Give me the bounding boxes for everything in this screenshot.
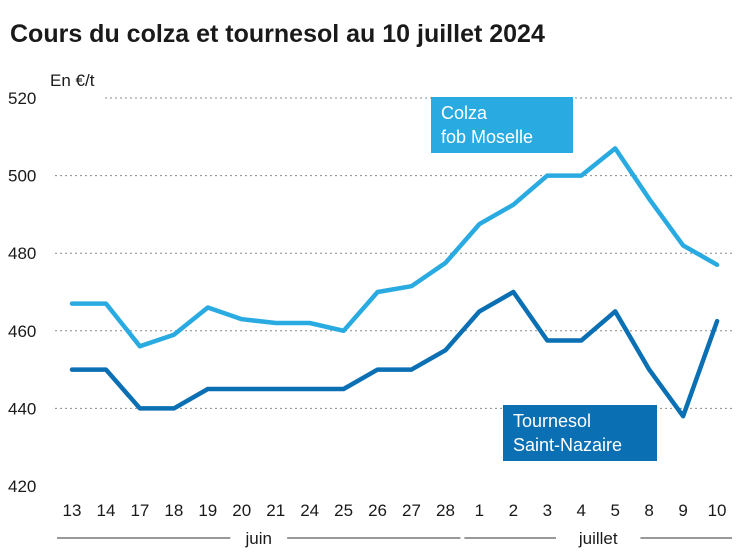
x-axis-ticks: 13 14 17 18 19 20 21 24 25 26 27 28 1 2 3 4 5 8 9 10: [63, 501, 727, 520]
x-tick-label: 1: [475, 501, 484, 520]
series-line-0: [69, 146, 720, 349]
series-label-background: [431, 97, 573, 153]
chart-title: Cours du colza et tournesol au 10 juille…: [10, 20, 545, 48]
series-labels: Colza fob Moselle Tournesol Saint-Nazaire: [431, 97, 657, 461]
series-label-box: Colza fob Moselle: [431, 97, 573, 153]
x-tick-label: 25: [334, 501, 353, 520]
series-label-text: Tournesol: [513, 411, 591, 431]
x-tick-label: 20: [232, 501, 251, 520]
y-axis-unit-label: En €/t: [50, 71, 95, 90]
y-tick-label: 480: [8, 244, 36, 263]
y-axis-ticks: 420 440 460 480 500 520: [8, 89, 36, 496]
month-label: juin: [244, 529, 271, 548]
x-tick-label: 5: [610, 501, 619, 520]
series-label-text: fob Moselle: [441, 127, 533, 147]
x-tick-label: 26: [368, 501, 387, 520]
x-tick-label: 14: [96, 501, 115, 520]
month-label: juillet: [578, 529, 618, 548]
x-tick-label: 19: [198, 501, 217, 520]
series-line-1: [69, 289, 720, 419]
x-tick-label: 3: [543, 501, 552, 520]
x-tick-label: 18: [164, 501, 183, 520]
series-label-background: [503, 405, 657, 461]
x-tick-label: 9: [678, 501, 687, 520]
y-tick-label: 520: [8, 89, 36, 108]
y-tick-label: 460: [8, 322, 36, 341]
x-tick-label: 8: [644, 501, 653, 520]
gridlines: [55, 97, 735, 409]
y-tick-label: 420: [8, 477, 36, 496]
series-lines: [69, 146, 720, 419]
month-labels: juin juillet: [57, 529, 733, 548]
x-tick-label: 10: [708, 501, 727, 520]
x-tick-label: 24: [300, 501, 319, 520]
x-tick-label: 27: [402, 501, 421, 520]
series-label-text: Colza: [441, 103, 488, 123]
x-tick-label: 17: [130, 501, 149, 520]
x-tick-label: 2: [509, 501, 518, 520]
y-tick-label: 440: [8, 399, 36, 418]
x-tick-label: 4: [577, 501, 586, 520]
x-tick-label: 28: [436, 501, 455, 520]
x-tick-label: 21: [266, 501, 285, 520]
series-label-text: Saint-Nazaire: [513, 435, 622, 455]
series-label-box: Tournesol Saint-Nazaire: [503, 405, 657, 461]
y-tick-label: 500: [8, 167, 36, 186]
x-tick-label: 13: [63, 501, 82, 520]
